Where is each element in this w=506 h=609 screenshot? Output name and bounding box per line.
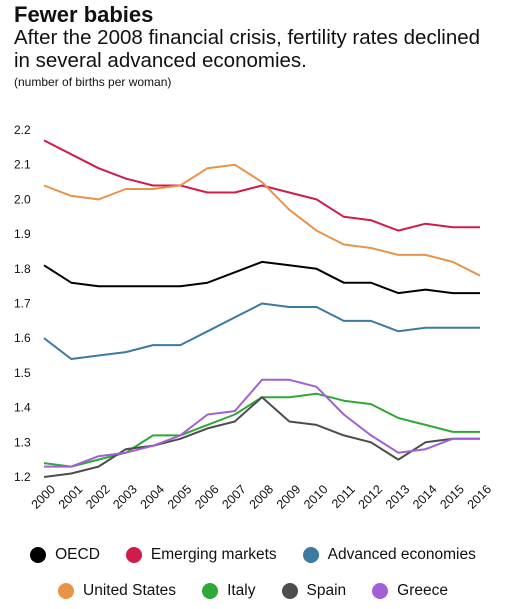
y-tick-label: 1.4 xyxy=(14,401,31,415)
x-tick-label: 2001 xyxy=(56,482,86,512)
series-line-emerging-markets xyxy=(43,139,480,232)
x-tick-label: 2004 xyxy=(138,482,168,512)
chart-subtitle: After the 2008 financial crisis, fertili… xyxy=(14,26,481,72)
legend-swatch xyxy=(202,583,219,599)
legend-item: OECD xyxy=(30,546,100,564)
series-line-united-states xyxy=(43,163,481,277)
x-tick-label: 2015 xyxy=(437,482,467,512)
chart-title: Fewer babies xyxy=(14,2,154,27)
legend-swatch xyxy=(302,547,319,563)
y-tick-label: 2.1 xyxy=(14,158,31,172)
legend-label: Greece xyxy=(397,582,448,599)
x-tick-label: 2010 xyxy=(301,482,331,512)
legend-swatch xyxy=(125,547,142,563)
legend-item: Emerging markets xyxy=(125,546,277,564)
y-tick-label: 1.2 xyxy=(14,470,31,484)
y-tick-label: 1.8 xyxy=(14,262,31,276)
legend-swatch xyxy=(58,583,74,599)
x-tick-label: 2003 xyxy=(110,482,140,512)
series-line-spain xyxy=(43,396,480,478)
x-tick-label: 2005 xyxy=(165,482,195,512)
y-tick-label: 1.5 xyxy=(14,366,31,380)
legend-item: Greece xyxy=(372,582,448,600)
x-tick-label: 2012 xyxy=(356,482,386,512)
legend-swatch xyxy=(372,583,389,599)
y-axis-ticks: 1.2 1.3 1.4 1.5 1.6 1.7 1.8 1.9 2.0 2.1 2.2 xyxy=(14,123,31,484)
y-tick-label: 1.6 xyxy=(14,331,31,345)
legend-item: United States xyxy=(58,582,176,600)
series-lines xyxy=(43,139,481,478)
y-tick-label: 2.0 xyxy=(14,192,31,206)
x-tick-label: 2016 xyxy=(465,482,495,512)
y-tick-label: 2.2 xyxy=(14,123,31,137)
x-axis-ticks: 2000200120022003200420052006200720082009… xyxy=(29,482,495,512)
x-tick-label: 2007 xyxy=(219,482,249,512)
legend-item: Spain xyxy=(281,582,347,600)
unit-note: (number of births per woman) xyxy=(14,75,172,89)
x-tick-label: 2009 xyxy=(274,482,304,512)
x-tick-label: 2006 xyxy=(192,482,222,512)
x-tick-label: 2002 xyxy=(83,482,113,512)
legend-label: Emerging markets xyxy=(150,546,277,563)
x-tick-label: 2000 xyxy=(29,482,59,512)
y-tick-label: 1.7 xyxy=(14,297,31,311)
legend-swatch xyxy=(281,583,298,599)
legend-row-1: OECD Emerging markets Advanced economies xyxy=(0,546,506,564)
y-tick-label: 1.9 xyxy=(14,227,31,241)
series-line-advanced-economies xyxy=(43,302,480,360)
legend-item: Advanced economies xyxy=(302,546,476,564)
legend-row-2: United States Italy Spain Greece xyxy=(0,582,506,600)
legend-label: Spain xyxy=(306,582,347,599)
x-tick-label: 2008 xyxy=(247,482,277,512)
legend-item: Italy xyxy=(202,582,256,600)
x-tick-label: 2014 xyxy=(410,482,440,512)
series-line-greece xyxy=(44,378,480,468)
legend-label: Advanced economies xyxy=(327,546,476,563)
legend-swatch xyxy=(30,547,47,563)
x-tick-label: 2013 xyxy=(383,482,413,512)
legend-label: Italy xyxy=(227,582,256,599)
series-line-oecd xyxy=(43,260,480,295)
legend-label: United States xyxy=(83,582,177,599)
legend-label: OECD xyxy=(55,546,100,563)
y-tick-label: 1.3 xyxy=(14,435,31,449)
x-tick-label: 2011 xyxy=(329,482,358,511)
